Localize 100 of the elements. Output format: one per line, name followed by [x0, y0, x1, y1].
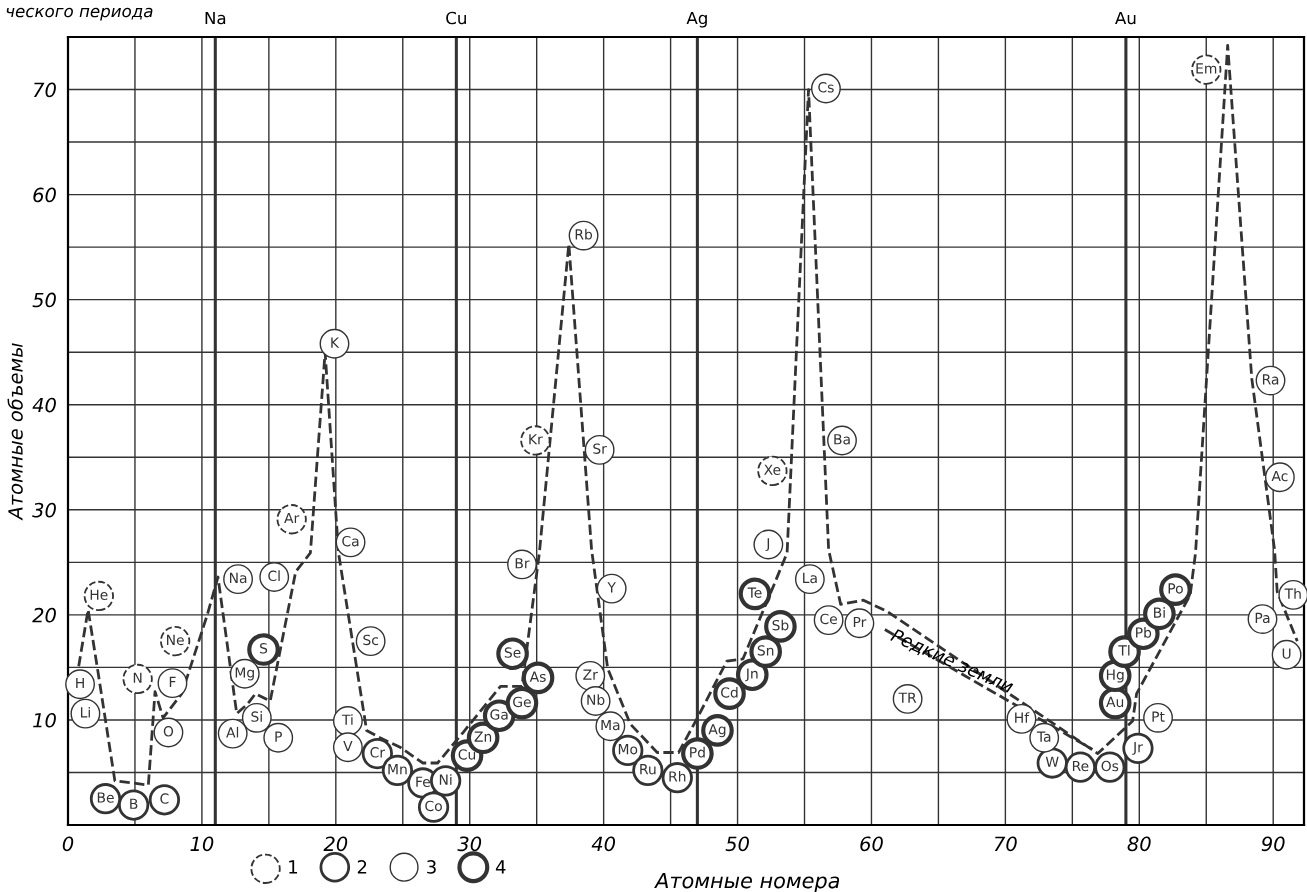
- data-label: Te: [747, 587, 762, 598]
- data-label: Ge: [513, 696, 531, 708]
- data-label: Sb: [772, 619, 789, 631]
- data-label: Pa: [1255, 612, 1270, 624]
- x-tick-label: 50: [725, 836, 749, 852]
- ref-line-label: Ag: [686, 11, 707, 28]
- data-label: Re: [1072, 760, 1089, 772]
- data-label: U: [1282, 648, 1291, 659]
- data-label: Hf: [1015, 712, 1030, 723]
- data-label: C: [160, 793, 169, 804]
- x-axis-title: Атомные номера: [654, 872, 840, 892]
- data-label: He: [90, 589, 108, 600]
- x-tick-label: 80: [1127, 836, 1151, 852]
- data-label: Sr: [593, 443, 607, 454]
- data-label: Br: [515, 558, 530, 569]
- data-label: Sn: [757, 645, 774, 656]
- data-label: Cl: [268, 570, 280, 582]
- x-tick-label: 10: [190, 836, 214, 852]
- data-label: P: [275, 731, 282, 742]
- data-label: Ti: [341, 714, 353, 725]
- data-label: Cd: [721, 686, 738, 698]
- data-label: Xe: [764, 464, 781, 475]
- data-label: K: [331, 337, 340, 348]
- data-label: Os: [1101, 760, 1119, 772]
- data-label: Jr: [1132, 742, 1143, 755]
- y-tick-label: 30: [32, 502, 56, 518]
- data-label: As: [529, 671, 546, 682]
- data-label: Cs: [818, 82, 834, 93]
- legend-label: 1: [289, 860, 298, 874]
- text: ческого периода: [6, 7, 153, 21]
- y-tick-label: 50: [32, 292, 56, 308]
- x-tick-label: 0: [62, 836, 74, 852]
- data-label: Ba: [834, 434, 850, 445]
- data-label: Tl: [1118, 644, 1130, 656]
- data-label: Be: [97, 792, 114, 803]
- y-tick-label: 40: [32, 397, 56, 413]
- data-label: Al: [226, 726, 239, 738]
- y-tick-label: 10: [33, 712, 56, 728]
- data-label: La: [803, 572, 817, 584]
- data-label: Li: [80, 706, 90, 718]
- ref-line-label: Cu: [446, 11, 466, 25]
- data-label: Rb: [575, 228, 593, 240]
- data-label: Po: [1168, 583, 1183, 594]
- data-label: Pb: [1136, 627, 1152, 638]
- data-label: Ta: [1036, 731, 1051, 742]
- x-tick-label: 60: [860, 836, 883, 852]
- data-label: F: [169, 676, 176, 687]
- data-label: Sc: [363, 634, 378, 646]
- data-label: Y: [607, 582, 616, 593]
- x-tick-label: 40: [591, 836, 616, 852]
- data-label: S: [260, 643, 268, 654]
- data-label: Ni: [439, 774, 452, 785]
- data-label: Ne: [167, 634, 184, 646]
- data-label: Pr: [853, 616, 867, 628]
- data-label: Zn: [474, 731, 492, 742]
- data-label: O: [163, 726, 174, 737]
- data-label: Cr: [370, 747, 386, 758]
- data-label: J: [765, 538, 770, 552]
- data-label: Ce: [820, 613, 837, 625]
- data-label: Mn: [388, 764, 407, 775]
- data-label: Pd: [690, 746, 705, 758]
- legend-label: 2: [357, 860, 367, 874]
- data-label: V: [343, 740, 353, 752]
- data-label: Cu: [458, 749, 476, 760]
- legend-label: 3: [427, 860, 436, 874]
- data-label: Ca: [342, 535, 359, 547]
- x-tick-label: 20: [323, 836, 348, 852]
- data-label: Em: [1196, 63, 1217, 74]
- data-label: N: [133, 672, 142, 683]
- x-tick-label: 90: [1261, 836, 1285, 852]
- data-label: Mo: [618, 744, 638, 755]
- data-label: H: [76, 677, 84, 689]
- y-tick-label: 60: [33, 187, 56, 203]
- data-label: Fe: [416, 776, 431, 787]
- data-label: Na: [229, 572, 247, 584]
- x-tick-label: 70: [994, 836, 1017, 852]
- data-label: Pt: [1152, 711, 1165, 722]
- data-label: Rh: [669, 771, 686, 782]
- data-label: Jn: [745, 668, 758, 682]
- data-label: Au: [1106, 696, 1124, 708]
- ref-line-label: Na: [205, 11, 226, 25]
- data-label: Zr: [583, 669, 598, 680]
- y-tick-label: 70: [33, 82, 56, 98]
- data-label: Se: [504, 647, 521, 658]
- data-label: Ru: [640, 764, 656, 775]
- data-label: Hg: [1106, 669, 1124, 683]
- data-label: Th: [1284, 588, 1301, 599]
- data-label: B: [130, 798, 138, 809]
- data-label: Mg: [235, 667, 254, 681]
- data-label: Ra: [1262, 374, 1279, 385]
- data-label: Co: [425, 800, 442, 812]
- data-label: Ar: [284, 512, 300, 524]
- data-label: Bi: [1154, 607, 1165, 618]
- data-label: Ag: [708, 724, 726, 738]
- ref-line-label: Au: [1115, 11, 1136, 25]
- y-tick-label: 20: [32, 607, 56, 623]
- y-axis-title: Атомные объемы: [7, 343, 23, 521]
- data-label: Ma: [601, 719, 620, 731]
- data-label: Ac: [1271, 470, 1288, 482]
- data-label: Kr: [529, 434, 543, 445]
